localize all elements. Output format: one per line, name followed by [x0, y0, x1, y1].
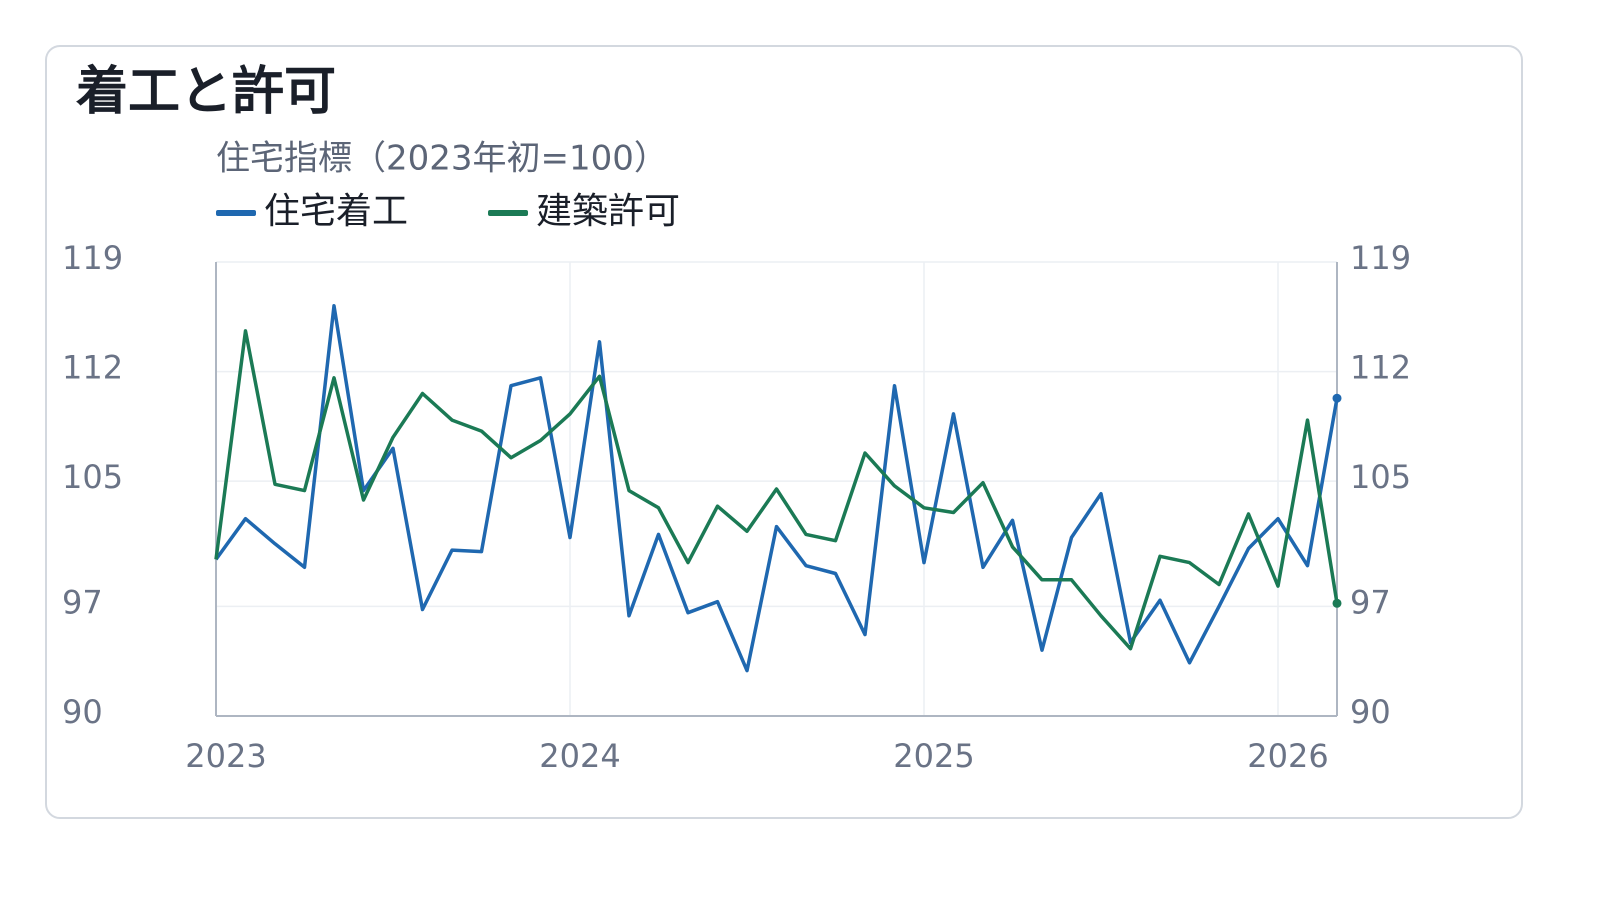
legend-label: 建築許可: [536, 191, 680, 232]
y2-tick-label: 97: [1350, 583, 1391, 621]
y-tick-label: 105: [62, 458, 123, 496]
y-tick-label: 119: [62, 239, 123, 277]
chart-title: 着工と許可: [76, 62, 336, 122]
x-tick-label: 2024: [539, 737, 620, 775]
series-line: [214, 304, 1339, 673]
legend-swatch: [488, 210, 529, 216]
end-point: [1332, 598, 1342, 608]
y2-tick-label: 105: [1350, 458, 1411, 496]
chart-subtitle: 住宅指標（2023年初=100）: [216, 139, 668, 179]
x-tick-label: 2026: [1247, 737, 1328, 775]
x-tick-label: 2023: [185, 737, 266, 775]
legend-label: 住宅着工: [264, 191, 408, 232]
y-tick-label: 90: [62, 693, 103, 731]
x-tick-label: 2025: [893, 737, 974, 775]
legend-swatch: [216, 210, 256, 216]
y2-tick-label: 119: [1350, 239, 1411, 277]
end-point: [1332, 393, 1342, 403]
y2-tick-label: 90: [1350, 693, 1391, 731]
series-line: [214, 329, 1339, 651]
y2-tick-label: 112: [1350, 349, 1411, 387]
y-tick-label: 97: [62, 583, 103, 621]
y-tick-label: 112: [62, 349, 123, 387]
card: [45, 45, 1523, 819]
